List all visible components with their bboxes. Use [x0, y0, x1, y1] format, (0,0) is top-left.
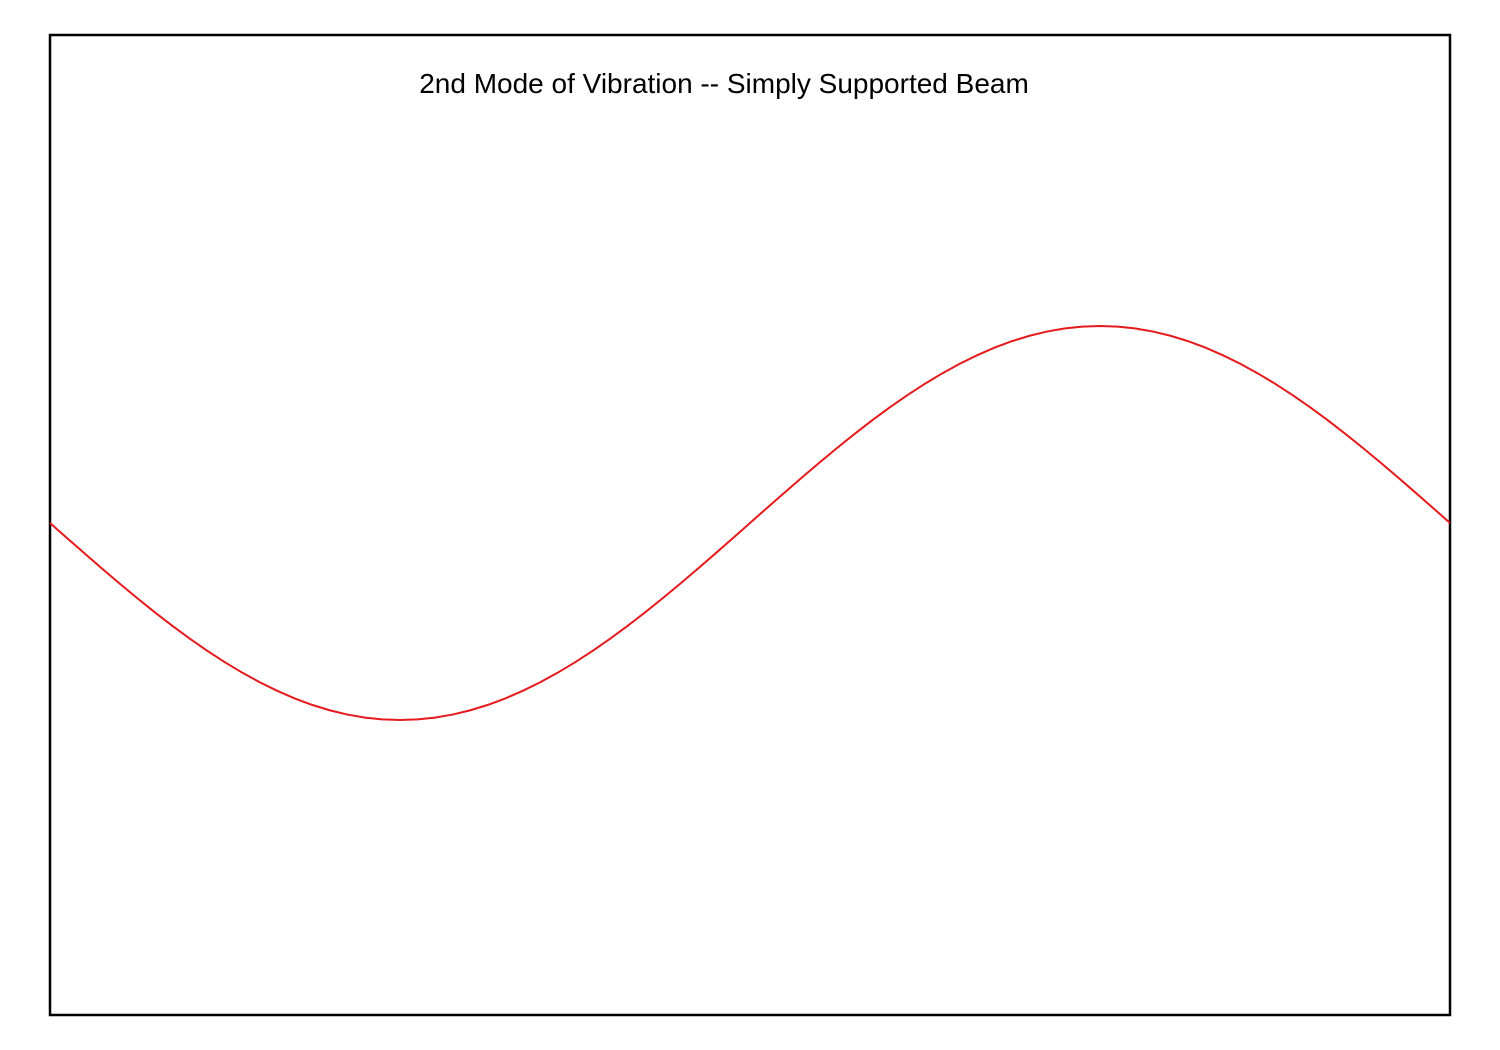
series-line-0	[49, 325, 1451, 721]
chart-title: 2nd Mode of Vibration -- Simply Supporte…	[419, 68, 1029, 99]
plot-frame	[48, 33, 1452, 1017]
series-layer	[49, 325, 1451, 721]
